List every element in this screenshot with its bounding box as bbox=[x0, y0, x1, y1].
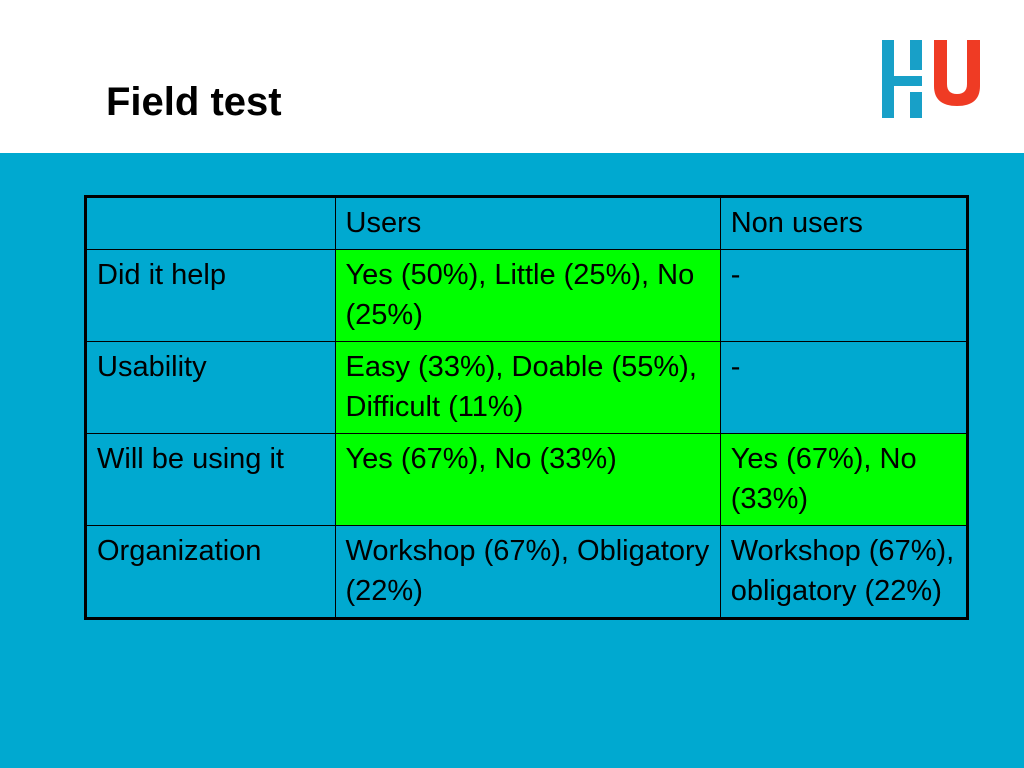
hu-logo-icon bbox=[882, 40, 980, 118]
table-row: Will be using it Yes (67%), No (33%) Yes… bbox=[85, 433, 969, 526]
results-table: Users Non users Did it help Yes (50%), L… bbox=[84, 195, 969, 620]
row-label: Did it help bbox=[85, 249, 336, 342]
users-cell: Easy (33%), Doable (55%), Difficult (11%… bbox=[334, 341, 721, 434]
users-cell: Yes (50%), Little (25%), No (25%) bbox=[334, 249, 721, 342]
row-label: Usability bbox=[85, 341, 336, 434]
table-header-row: Users Non users bbox=[85, 196, 969, 250]
users-cell: Workshop (67%), Obligatory (22%) bbox=[334, 525, 721, 619]
table-row: Usability Easy (33%), Doable (55%), Diff… bbox=[85, 341, 969, 434]
non-users-cell: Workshop (67%), obligatory (22%) bbox=[719, 525, 969, 619]
slide-header: Field test bbox=[0, 0, 1024, 153]
header-cell-users: Users bbox=[334, 196, 721, 250]
header-cell-non-users: Non users bbox=[719, 196, 969, 250]
non-users-cell: - bbox=[719, 341, 969, 434]
table-row: Did it help Yes (50%), Little (25%), No … bbox=[85, 249, 969, 342]
slide-title: Field test bbox=[106, 80, 282, 124]
non-users-cell: - bbox=[719, 249, 969, 342]
row-label: Organization bbox=[85, 525, 336, 619]
row-label: Will be using it bbox=[85, 433, 336, 526]
slide-content: Users Non users Did it help Yes (50%), L… bbox=[0, 153, 1024, 768]
table-row: Organization Workshop (67%), Obligatory … bbox=[85, 525, 969, 619]
non-users-cell: Yes (67%), No (33%) bbox=[719, 433, 969, 526]
users-cell: Yes (67%), No (33%) bbox=[334, 433, 721, 526]
header-cell-empty bbox=[85, 196, 336, 250]
